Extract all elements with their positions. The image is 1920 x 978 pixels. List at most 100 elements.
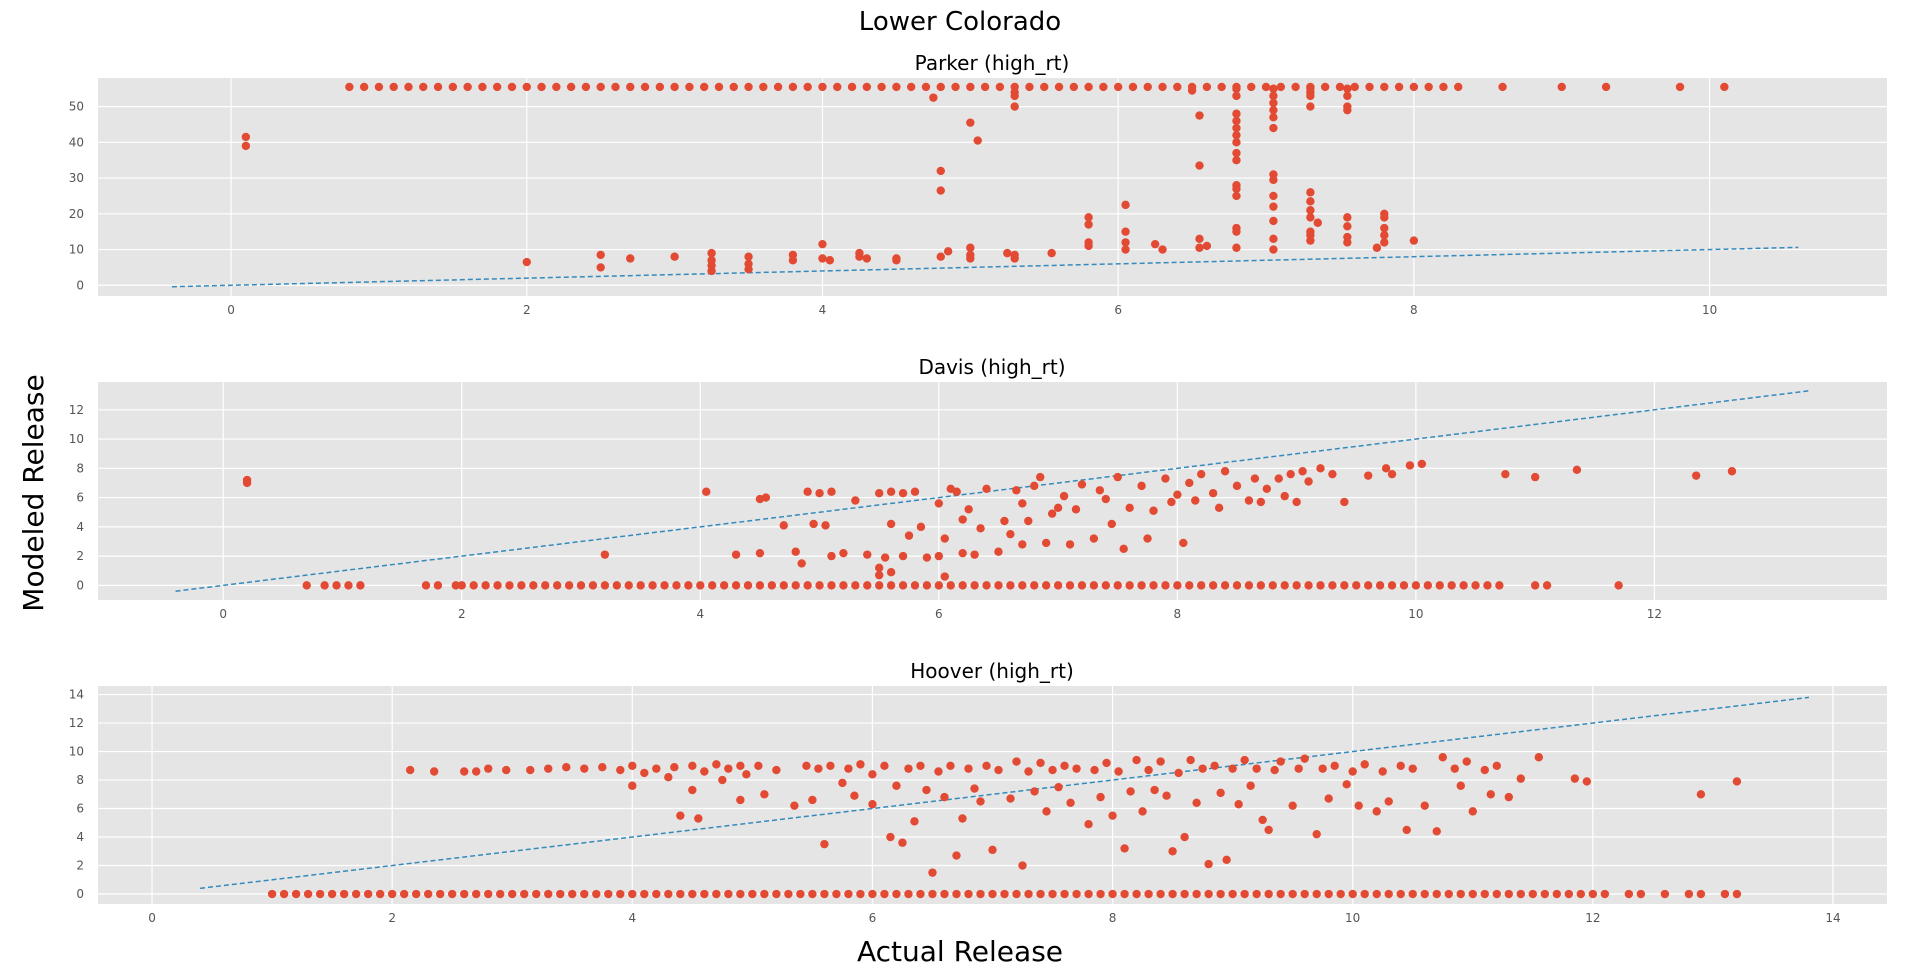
hoover-data-point (1402, 825, 1411, 835)
parker-reference-line (171, 246, 1799, 288)
hoover-data-point (1360, 760, 1369, 769)
parker-data-point (966, 82, 975, 92)
parker-data-point (995, 82, 1005, 92)
hoover-data-point (267, 889, 277, 899)
davis-title: Davis (high_rt) (918, 355, 1065, 379)
hoover-data-point (1072, 764, 1081, 773)
davis-data-point (1000, 516, 1009, 526)
hoover-data-point (562, 763, 571, 772)
davis-data-point (1423, 581, 1433, 590)
davis-data-point (1501, 469, 1510, 479)
davis-data-point (851, 581, 860, 590)
davis-data-point (1030, 581, 1039, 590)
davis-data-point (904, 531, 914, 540)
parker-data-point (685, 82, 694, 92)
parker-data-point (1343, 91, 1352, 101)
davis-data-point (421, 581, 431, 590)
hoover-data-point (916, 761, 925, 770)
davis-data-point (1119, 544, 1128, 553)
hoover-data-point (1066, 798, 1075, 808)
parker-data-point (1010, 88, 1019, 97)
hoover-data-point (688, 889, 697, 899)
hoover-data-point (544, 889, 553, 899)
hoover-data-point (1504, 792, 1513, 802)
hoover-data-point (784, 889, 793, 899)
parker-data-point (359, 82, 369, 92)
parker-data-point (241, 132, 251, 142)
davis-x-tick-label: 0 (219, 607, 227, 621)
hoover-data-point (868, 800, 877, 809)
hoover-data-point (688, 785, 697, 795)
hoover-data-point (399, 889, 409, 899)
hoover-data-point (502, 765, 511, 775)
parker-data-point (1269, 84, 1278, 93)
hoover-data-point (916, 889, 925, 899)
davis-data-point (886, 519, 896, 529)
davis-data-point (1018, 499, 1027, 508)
hoover-y-tick-label: 12 (69, 716, 84, 730)
davis-x-tick-label: 8 (1174, 607, 1182, 621)
hoover-data-point (405, 765, 415, 775)
parker-data-point (1557, 82, 1566, 92)
parker-data-point (1320, 82, 1330, 92)
hoover-data-point (1012, 757, 1021, 766)
parker-data-point (1232, 130, 1241, 140)
davis-data-point (1006, 529, 1015, 539)
davis-data-point (922, 553, 932, 562)
davis-data-point (1208, 488, 1218, 498)
hoover-data-point (1246, 781, 1255, 790)
parker-data-point (345, 82, 354, 92)
davis-data-point (469, 581, 478, 590)
davis-data-point (1101, 494, 1111, 504)
hoover-data-point (808, 795, 817, 805)
hoover-data-point (1348, 889, 1357, 899)
parker-data-point (1158, 245, 1167, 254)
davis-data-point (1220, 467, 1230, 476)
hoover-data-point (472, 767, 481, 776)
davis-data-point (1208, 581, 1218, 590)
hoover-data-point (1096, 889, 1105, 899)
hoover-data-point (484, 889, 493, 899)
parker-data-point (1025, 82, 1034, 92)
hoover-data-point (904, 764, 913, 773)
davis-data-point (1274, 474, 1283, 483)
hoover-data-point (1192, 798, 1201, 808)
hoover-data-point (910, 817, 919, 826)
hoover-data-point (1042, 807, 1051, 816)
hoover-data-point (291, 889, 301, 899)
hoover-data-point (982, 761, 991, 770)
parker-data-point (1158, 82, 1167, 92)
parker-x-tick-label: 6 (1114, 303, 1122, 317)
parker-data-point (1121, 227, 1130, 236)
davis-data-point (934, 551, 944, 561)
hoover-data-point (1012, 889, 1021, 899)
hoover-data-point (760, 790, 769, 799)
hoover-data-point (640, 768, 649, 778)
davis-data-point (356, 581, 365, 590)
hoover-data-point (1258, 815, 1267, 825)
hoover-y-tick-label: 4 (76, 830, 84, 844)
hoover-data-point (1312, 889, 1321, 899)
parker-data-point (1202, 241, 1212, 251)
davis-data-point (863, 581, 872, 590)
hoover-y-tick-label: 14 (69, 688, 84, 702)
parker-data-point (744, 264, 753, 274)
hoover-data-point (1516, 774, 1525, 783)
davis-data-point (1483, 581, 1492, 590)
hoover-data-point (1330, 761, 1339, 770)
hoover-data-point (556, 889, 565, 899)
davis-data-point (576, 581, 586, 590)
davis-data-point (982, 484, 991, 494)
davis-data-point (827, 551, 836, 561)
parker-data-point (1232, 138, 1241, 147)
davis-data-point (1399, 581, 1409, 590)
davis-data-point (976, 524, 985, 533)
davis-data-point (1340, 497, 1349, 507)
parker-data-point (1269, 113, 1278, 122)
parker-y-tick-label: 30 (69, 171, 84, 185)
parker-data-point (1269, 191, 1278, 201)
hoover-data-point (363, 889, 373, 899)
hoover-data-point (988, 845, 997, 855)
davis-reference-line (175, 390, 1810, 592)
